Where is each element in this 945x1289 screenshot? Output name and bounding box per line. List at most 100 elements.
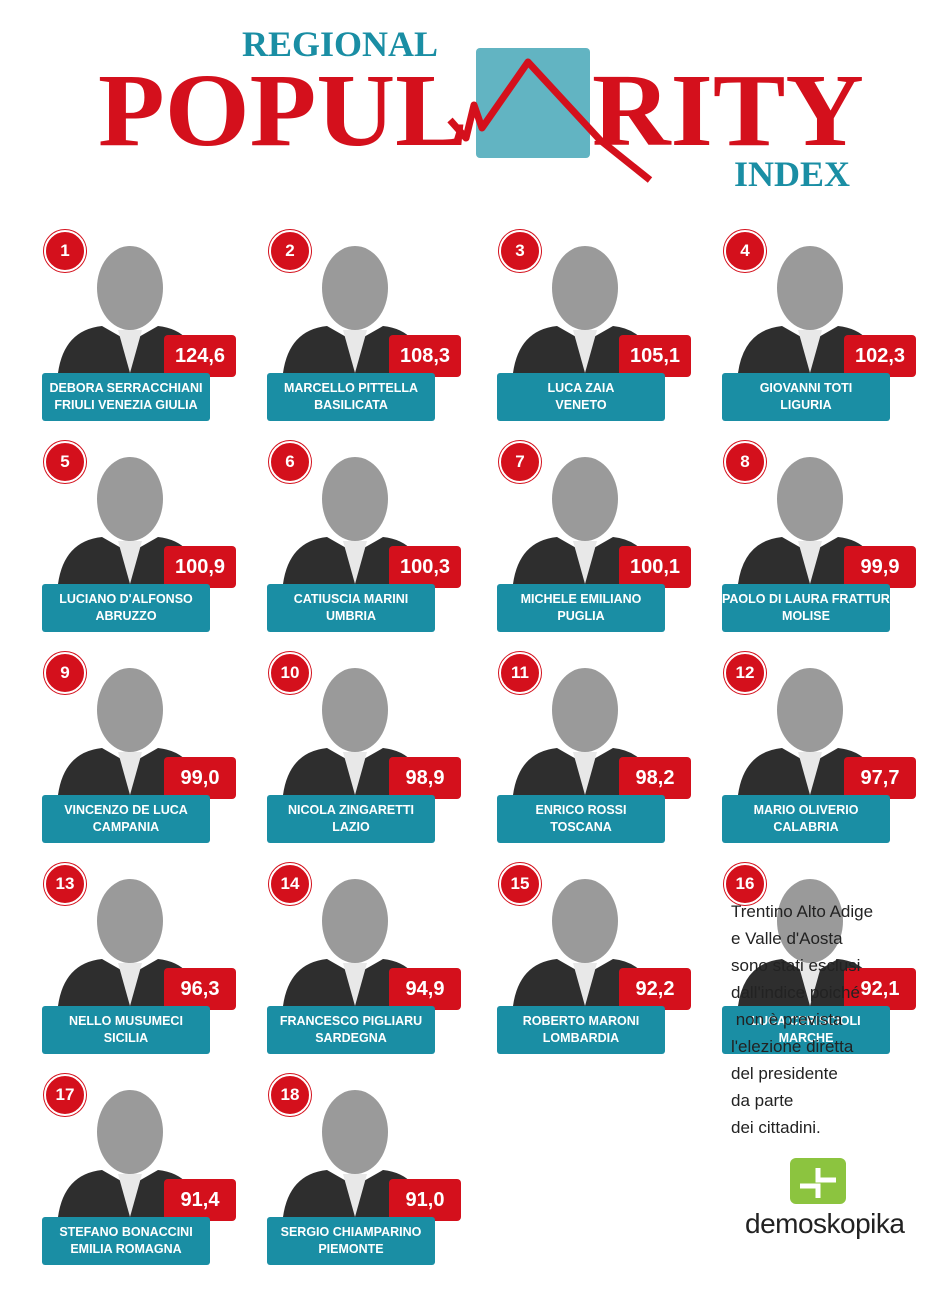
- score-badge: 98,2: [619, 757, 691, 799]
- rank-badge: 14: [269, 863, 311, 905]
- name-label: MICHELE EMILIANO PUGLIA: [497, 584, 665, 632]
- region-name: MOLISE: [782, 609, 830, 623]
- person-name: ENRICO ROSSI: [535, 803, 627, 817]
- note-line: Trentino Alto Adige: [731, 902, 874, 921]
- title-left: POPUL: [98, 53, 468, 168]
- person-name: MARCELLO PITTELLA: [283, 381, 418, 395]
- score-badge: 100,9: [164, 546, 236, 588]
- entry: 17 91,4 STEFANO BONACCINI EMILIA ROMAGNA: [42, 1074, 237, 1265]
- subtitle: INDEX: [734, 154, 850, 194]
- kicker: REGIONAL: [242, 24, 438, 64]
- note: Trentino Alto Adige e Valle d'Aosta sono s…: [731, 898, 873, 1141]
- score-badge: 96,3: [164, 968, 236, 1010]
- rank-badge: 10: [269, 652, 311, 694]
- note-line: dall'indice poiché: [731, 983, 860, 1002]
- person-name: VINCENZO DE LUCA: [64, 803, 188, 817]
- region-name: BASILICATA: [314, 398, 388, 412]
- region-name: ABRUZZO: [95, 609, 157, 623]
- name-label: ENRICO ROSSI TOSCANA: [497, 795, 665, 843]
- rank-badge: 5: [44, 441, 86, 483]
- entry: 15 92,2 ROBERTO MARONI LOMBARDIA: [497, 863, 692, 1054]
- person-name: MICHELE EMILIANO: [520, 592, 642, 606]
- person-name: LUCIANO D'ALFONSO: [59, 592, 193, 606]
- name-label: FRANCESCO PIGLIARU SARDEGNA: [267, 1006, 435, 1054]
- logo-icon: [790, 1158, 846, 1204]
- rank-badge: 3: [499, 230, 541, 272]
- entry: 16 92,1 LUCA CERISCIOLI MARCHE: [722, 863, 917, 1054]
- region-name: SARDEGNA: [315, 1031, 387, 1045]
- region-name: PUGLIA: [557, 609, 605, 623]
- person-name: PAOLO DI LAURA FRATTURA: [722, 592, 899, 606]
- region-name: LIGURIA: [780, 398, 832, 412]
- rank-badge: 4: [724, 230, 766, 272]
- entry: 10 98,9 NICOLA ZINGARETTI LAZIO: [267, 652, 462, 843]
- name-label: MARIO OLIVERIO CALABRIA: [722, 795, 890, 843]
- person-name: CATIUSCIA MARINI: [293, 592, 409, 606]
- title-right: RITY: [592, 53, 864, 168]
- name-label: VINCENZO DE LUCA CAMPANIA: [42, 795, 210, 843]
- note-line: del presidente: [731, 1064, 838, 1083]
- region-name: LOMBARDIA: [542, 1031, 620, 1045]
- rank-badge: 17: [44, 1074, 86, 1116]
- region-name: CALABRIA: [773, 820, 839, 834]
- note-line: l'elezione diretta: [731, 1037, 854, 1056]
- score-badge: 92,2: [619, 968, 691, 1010]
- name-label: GIOVANNI TOTI LIGURIA: [722, 373, 890, 421]
- person-name: NELLO MUSUMECI: [69, 1014, 183, 1028]
- person-name: LUCA CERISCIOLI: [751, 1014, 861, 1028]
- region-name: SICILIA: [103, 1031, 149, 1045]
- note-line: non è prevista: [731, 1010, 843, 1029]
- score-badge: 124,6: [164, 335, 236, 377]
- entry: 14 94,9 FRANCESCO PIGLIARU SARDEGNA: [267, 863, 462, 1054]
- region-name: PIEMONTE: [318, 1242, 384, 1256]
- name-label: LUCIANO D'ALFONSO ABRUZZO: [42, 584, 210, 632]
- rank-badge: 1: [44, 230, 86, 272]
- name-label: CATIUSCIA MARINI UMBRIA: [267, 584, 435, 632]
- entry: 1 124,6 DEBORA SERRACCHIANI FRIULI VENEZIA …: [42, 230, 237, 421]
- rank-badge: 11: [499, 652, 541, 694]
- score-badge: 91,4: [164, 1179, 236, 1221]
- name-label: LUCA ZAIA VENETO: [497, 373, 665, 421]
- entry: 9 99,0 VINCENZO DE LUCA CAMPANIA: [42, 652, 237, 843]
- name-label: ROBERTO MARONI LOMBARDIA: [497, 1006, 665, 1054]
- score-badge: 92,1: [844, 968, 916, 1010]
- name-label: PAOLO DI LAURA FRATTURA MOLISE: [722, 584, 899, 632]
- rank-badge: 6: [269, 441, 311, 483]
- entry: 8 99,9 PAOLO DI LAURA FRATTURA MOLISE: [722, 441, 917, 632]
- entry: 3 105,1 LUCA ZAIA VENETO: [497, 230, 692, 421]
- region-name: MARCHE: [778, 1031, 834, 1045]
- rank-badge: 2: [269, 230, 311, 272]
- name-label: DEBORA SERRACCHIANI FRIULI VENEZIA GIULIA: [42, 373, 210, 421]
- rank-badge: 16: [724, 863, 766, 905]
- person-name: ROBERTO MARONI: [522, 1014, 640, 1028]
- entry: 12 97,7 MARIO OLIVERIO CALABRIA: [722, 652, 917, 843]
- person-name: FRANCESCO PIGLIARU: [279, 1014, 423, 1028]
- note-line: da parte: [731, 1091, 794, 1110]
- score-badge: 97,7: [844, 757, 916, 799]
- person-name: LUCA ZAIA: [547, 381, 615, 395]
- entry: 2 108,3 MARCELLO PITTELLA BASILICATA: [267, 230, 462, 421]
- entry: 13 96,3 NELLO MUSUMECI SICILIA: [42, 863, 237, 1054]
- score-badge: 105,1: [619, 335, 691, 377]
- rank-badge: 8: [724, 441, 766, 483]
- region-name: TOSCANA: [550, 820, 612, 834]
- name-label: MARCELLO PITTELLA BASILICATA: [267, 373, 435, 421]
- name-label: STEFANO BONACCINI EMILIA ROMAGNA: [42, 1217, 210, 1265]
- note-line: sono stati esclusi: [731, 956, 861, 975]
- rank-badge: 12: [724, 652, 766, 694]
- score-badge: 102,3: [844, 335, 916, 377]
- region-name: FRIULI VENEZIA GIULIA: [54, 398, 198, 412]
- entry: 5 100,9 LUCIANO D'ALFONSO ABRUZZO: [42, 441, 237, 632]
- name-label: LUCA CERISCIOLI MARCHE: [722, 1006, 890, 1054]
- person-name: STEFANO BONACCINI: [59, 1225, 193, 1239]
- score-badge: 100,3: [389, 546, 461, 588]
- entry: 18 91,0 SERGIO CHIAMPARINO PIEMONTE: [267, 1074, 462, 1265]
- entry: 7 100,1 MICHELE EMILIANO PUGLIA: [497, 441, 692, 632]
- score-badge: 100,1: [619, 546, 691, 588]
- score-badge: 91,0: [389, 1179, 461, 1221]
- title-icon: [476, 48, 590, 158]
- person-name: SERGIO CHIAMPARINO: [280, 1225, 422, 1239]
- person-name: DEBORA SERRACCHIANI: [49, 381, 203, 395]
- rank-badge: 13: [44, 863, 86, 905]
